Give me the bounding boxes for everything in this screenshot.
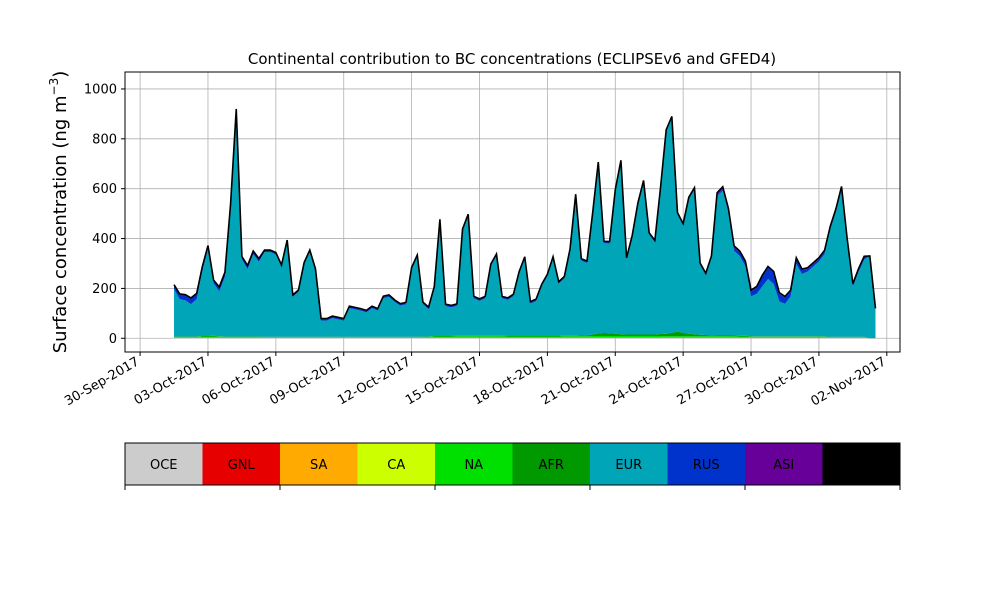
legend-label-na: NA (464, 458, 483, 473)
plot-frame (124, 71, 901, 353)
y-tick-label-5: 1000 (84, 82, 117, 97)
area-na (174, 336, 876, 339)
legend-label-eur: EUR (615, 458, 642, 473)
total-outline (173, 108, 877, 320)
legend-label-afr: AFR (539, 458, 564, 473)
legend-frame (124, 442, 901, 486)
legend-swatch-gnl (202, 443, 280, 485)
y-axis-label: Surface concentration (ng m−3) (47, 71, 71, 354)
stacked-areas (173, 108, 877, 339)
legend-swatch-aus (822, 443, 900, 485)
legend-label-aus: AUS (848, 458, 875, 473)
area-eur (174, 112, 876, 339)
legend-swatch-oce (125, 443, 203, 485)
legend-label-gnl: GNL (228, 458, 256, 473)
y-tick-label-2: 400 (92, 232, 117, 247)
legend-swatch-rus (667, 443, 745, 485)
y-tick-label-1: 200 (92, 282, 117, 297)
y-tick-label-4: 800 (92, 132, 117, 147)
legend-label-ca: CA (387, 458, 405, 473)
legend-label-asi: ASI (773, 458, 794, 473)
legend-swatch-sa (280, 443, 358, 485)
legend-colorbar: OCE GNL SA CA NA AFR EUR RUS ASI AUS (124, 442, 901, 490)
legend-swatch-eur (590, 443, 668, 485)
y-tick-label-3: 600 (92, 182, 117, 197)
y-axis-label-superscript: −3 (47, 78, 61, 96)
legend-swatch-afr (512, 443, 590, 485)
legend-label-sa: SA (310, 458, 327, 473)
y-axis-label-close: ) (50, 71, 71, 78)
legend-label-rus: RUS (693, 458, 720, 473)
y-axis-label-main: Surface concentration (ng m (50, 95, 71, 353)
legend-swatch-ca (357, 443, 435, 485)
legend-label-oce: OCE (150, 458, 178, 473)
legend-swatch-asi (745, 443, 823, 485)
chart-title: Continental contribution to BC concentra… (248, 50, 776, 68)
legend-swatch-na (435, 443, 513, 485)
y-tick-label-0: 0 (109, 332, 117, 347)
